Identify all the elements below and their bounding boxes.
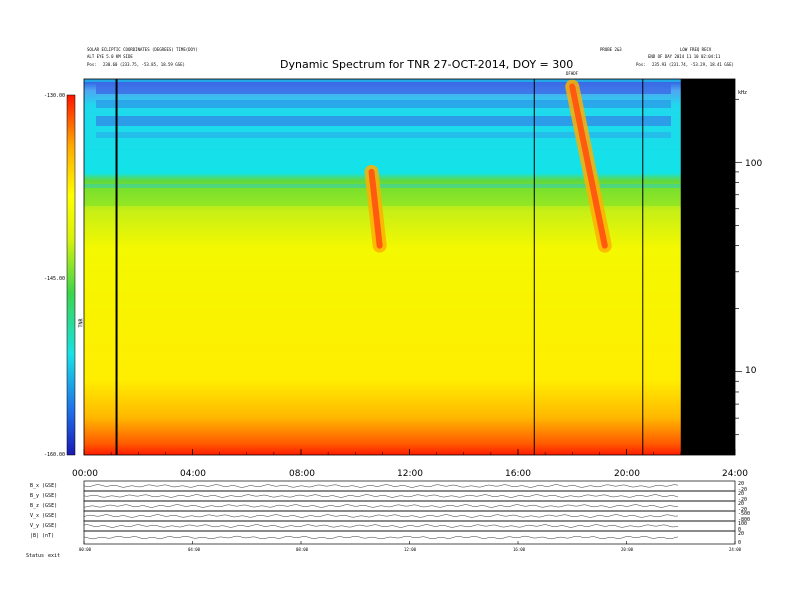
panel-label: B_y (GSE)	[30, 493, 58, 499]
panel-right-tick: 20	[738, 481, 745, 487]
panel-right-tick: 100	[738, 521, 748, 527]
y-axis-ticks	[728, 98, 742, 436]
bottom-tick-label: 08:00	[296, 547, 309, 552]
header-right-pos-value: 235.93 (231.74, -53.29, 18.41 GSE)	[652, 62, 734, 67]
panel-right-tick: 20	[738, 491, 745, 497]
x-tick-label: 04:00	[180, 469, 206, 479]
panel-right-tick: -500	[738, 511, 751, 517]
timeseries-trace	[83, 504, 679, 508]
panel-right-tick: -20	[738, 487, 748, 493]
burst-label: DFHDF	[566, 71, 579, 76]
timeseries-trace	[83, 494, 679, 498]
y-unit-label: kHz	[738, 90, 748, 96]
burst-core	[569, 83, 608, 249]
status-value: exit	[48, 553, 61, 559]
cyan-shelf-edge	[84, 184, 681, 188]
header-left-pos-value: 230.60 (233.75, -53.85, 18.59 GSE)	[103, 62, 185, 67]
header-right-probe: PROBE 2&3	[600, 47, 622, 52]
panel-label: B_z (GSE)	[30, 503, 58, 509]
header-right-receiver: LOW FREQ RECV	[680, 47, 712, 52]
timeseries-panels	[83, 480, 736, 545]
chart-title: Dynamic Spectrum for TNR 27-OCT-2014, DO…	[280, 58, 574, 71]
timeseries-panel-frame	[83, 520, 736, 532]
panel-right-tick: 20	[738, 501, 745, 507]
header-right-line2: END OF DAY 2014 11 10 02:04:11	[648, 54, 721, 59]
y-tick-label: 10	[745, 366, 757, 376]
bottom-tick-label: 24:00	[729, 547, 742, 552]
x-tick-label: 16:00	[505, 469, 531, 479]
burst-core	[368, 168, 383, 249]
panel-right-tick: -20	[738, 497, 748, 503]
x-tick-label: 12:00	[397, 469, 423, 479]
timeseries-trace	[83, 514, 679, 518]
timeseries-trace	[83, 524, 679, 528]
y-tick-label: 100	[745, 159, 763, 169]
panel-right-tick: 0	[738, 540, 742, 546]
colorbar-tick-label: -130.00	[44, 93, 66, 99]
header-left-line2: ALT EYE 5.0 KM SIDE	[87, 54, 133, 59]
panel-label: |B| (nT)	[30, 533, 55, 539]
timeseries-panel-frame	[83, 500, 736, 512]
colorbar-tick-label: -145.00	[44, 276, 66, 282]
vertical-markers	[115, 79, 644, 455]
bottom-tick-label: 16:00	[513, 547, 526, 552]
header-left-pos-label: Pos:	[87, 62, 97, 67]
panel-label: B_x (GSE)	[30, 483, 58, 489]
panel-right-tick: -20	[738, 507, 748, 513]
timeseries-panel-frame	[83, 490, 736, 502]
x-tick-label: 24:00	[722, 469, 748, 479]
bottom-tick-label: 00:00	[79, 547, 92, 552]
panel-label: V_x (GSE)	[30, 513, 58, 519]
panel-right-tick: 0	[738, 527, 742, 533]
colorbar	[66, 94, 76, 456]
colorbar-tick-label: -160.00	[44, 452, 66, 458]
status-label: Status	[26, 553, 45, 559]
x-tick-label: 20:00	[614, 469, 640, 479]
green-band	[84, 188, 681, 206]
burst-group	[364, 79, 612, 253]
panel-right-tick: 20	[738, 531, 745, 537]
timeseries-trace	[83, 484, 679, 488]
data-gap	[680, 79, 735, 455]
header-left-line1: SOLAR ECLIPTIC COORDINATES (DEGREES) TIM…	[87, 47, 198, 52]
bottom-tick-label: 04:00	[188, 547, 201, 552]
header-right-pos-label: Pos:	[636, 62, 646, 67]
x-axis-ticks	[83, 449, 736, 455]
panel-label: V_y (GSE)	[30, 523, 58, 529]
upper-band-region	[84, 79, 681, 138]
panel-right-tick: -800	[738, 517, 751, 523]
timeseries-trace	[83, 535, 679, 540]
bottom-tick-label: 20:00	[621, 547, 634, 552]
bottom-tick-label: 12:00	[404, 547, 417, 552]
x-tick-label: 08:00	[289, 469, 315, 479]
x-tick-label: 00:00	[72, 469, 98, 479]
